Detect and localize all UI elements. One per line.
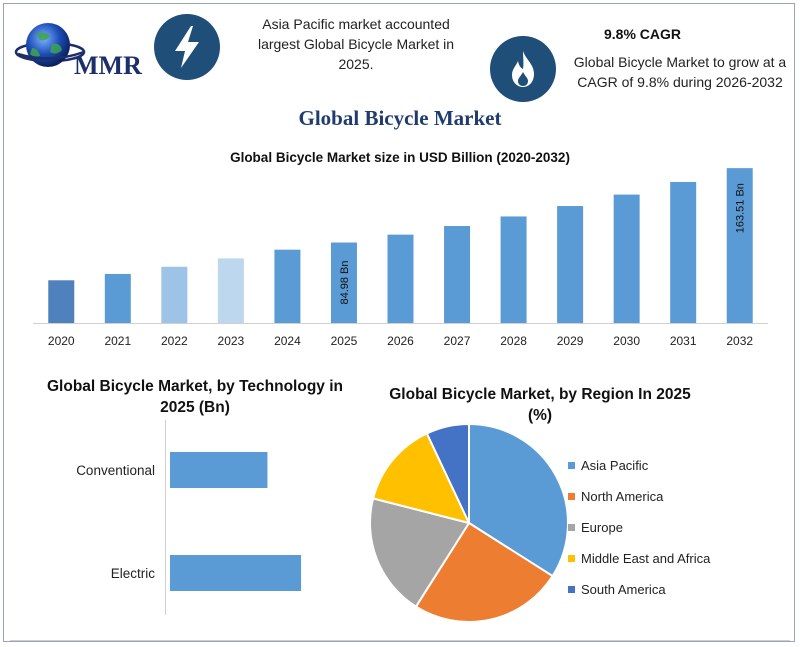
legend-swatch xyxy=(568,555,575,562)
category-label-electric: Electric xyxy=(111,566,156,581)
x-tick-label-2020: 2020 xyxy=(48,334,75,348)
pie-slice-north-america xyxy=(414,521,554,623)
bar-2023 xyxy=(217,258,244,323)
bar-2021 xyxy=(104,273,131,323)
asia-pacific-insight: Asia Pacific market accounted largest Gl… xyxy=(257,16,455,72)
data-label-2025: 84.98 Bn xyxy=(339,260,351,304)
lightning-bolt-icon xyxy=(154,14,220,80)
x-tick-label-2032: 2032 xyxy=(726,334,753,348)
pie-slice-south-america xyxy=(425,422,470,524)
legend-label: South America xyxy=(581,582,666,597)
pie-slice-europe xyxy=(369,497,471,608)
legend-item-asia-pacific: Asia Pacific xyxy=(568,450,710,481)
region-legend: Asia Pacific North America Europe Middle Ea… xyxy=(568,450,710,605)
bar-2024 xyxy=(274,249,301,323)
bar-2029 xyxy=(557,206,584,323)
category-label-conventional: Conventional xyxy=(76,463,155,478)
bar-2020 xyxy=(48,280,75,323)
mmr-logo: MMR xyxy=(14,18,149,80)
cagr-heading: 9.8% CAGR xyxy=(604,26,682,42)
technology-chart-title: Global Bicycle Market, by Technology in … xyxy=(46,378,343,416)
legend-swatch xyxy=(568,524,575,531)
main-title: Global Bicycle Market xyxy=(298,106,502,130)
bottom-divider xyxy=(10,640,790,641)
pie-slice-middle-east-and-africa xyxy=(371,432,471,525)
bar-2032 xyxy=(726,168,753,323)
x-tick-label-2021: 2021 xyxy=(104,334,131,348)
bar-2026 xyxy=(387,234,414,323)
bar-2030 xyxy=(613,194,640,323)
legend-label: Middle East and Africa xyxy=(581,551,711,566)
bar-2022 xyxy=(161,266,188,323)
flame-icon xyxy=(490,36,556,102)
legend-item-south-america: South America xyxy=(568,574,710,605)
market-size-chart-title: Global Bicycle Market size in USD Billio… xyxy=(230,150,570,165)
bar-2025 xyxy=(330,242,357,323)
legend-label: Asia Pacific xyxy=(581,458,649,473)
market-size-bar-chart: 2020 2021 2022 2023 2024 2025 84.98 Bn 2026 2027… xyxy=(33,168,768,348)
bar-conventional xyxy=(170,452,268,488)
x-tick-label-2026: 2026 xyxy=(387,334,414,348)
infographic-frame xyxy=(3,3,795,642)
legend-item-europe: Europe xyxy=(568,512,710,543)
legend-item-north-america: North America xyxy=(568,481,710,512)
region-chart-title: Global Bicycle Market, by Region In 2025… xyxy=(389,386,691,424)
logo-text: MMR xyxy=(74,51,142,80)
bar-2027 xyxy=(444,226,471,323)
legend-swatch xyxy=(568,493,575,500)
x-tick-label-2029: 2029 xyxy=(557,334,584,348)
bar-2031 xyxy=(670,181,697,323)
technology-bar-chart: Conventional Electric xyxy=(76,420,302,615)
data-label-2032: 163.51 Bn xyxy=(735,183,747,233)
legend-swatch xyxy=(568,462,575,469)
bar-2028 xyxy=(500,216,527,323)
legend-swatch xyxy=(568,586,575,593)
x-tick-label-2031: 2031 xyxy=(670,334,697,348)
region-pie-chart xyxy=(369,422,569,623)
x-tick-label-2028: 2028 xyxy=(500,334,527,348)
bar-electric xyxy=(170,555,302,591)
x-tick-label-2022: 2022 xyxy=(161,334,188,348)
x-tick-label-2025: 2025 xyxy=(331,334,358,348)
x-tick-label-2023: 2023 xyxy=(218,334,245,348)
legend-label: Europe xyxy=(581,520,623,535)
x-tick-label-2027: 2027 xyxy=(444,334,471,348)
legend-item-middle-east-and-africa: Middle East and Africa xyxy=(568,543,710,574)
x-tick-label-2030: 2030 xyxy=(613,334,640,348)
legend-label: North America xyxy=(581,489,664,504)
cagr-insight: Global Bicycle Market to grow at a CAGR … xyxy=(573,54,787,90)
x-tick-label-2024: 2024 xyxy=(274,334,301,348)
